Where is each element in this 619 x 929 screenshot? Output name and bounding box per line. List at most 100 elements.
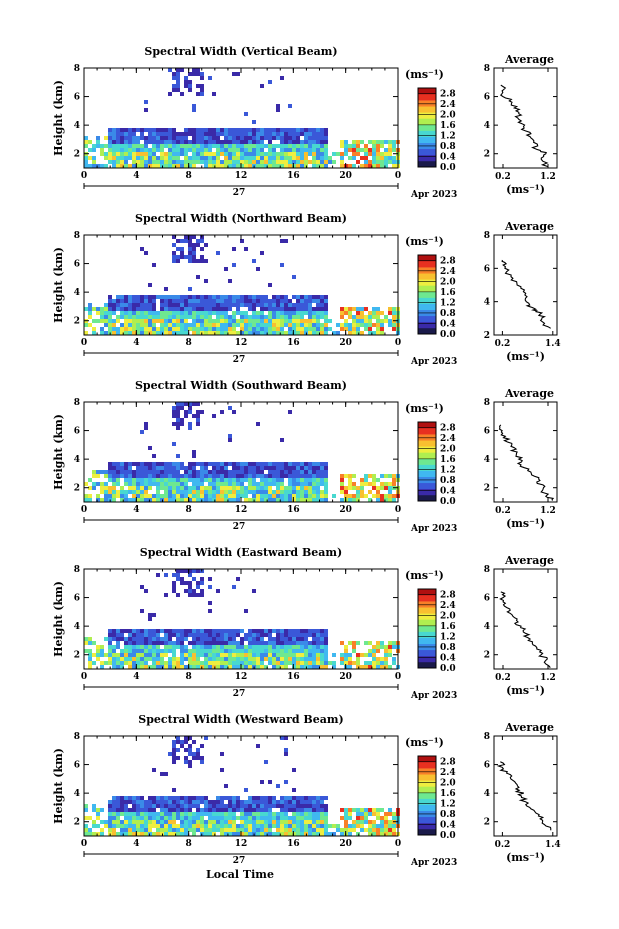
heatmap-cell: [208, 832, 212, 836]
heatmap-cell: [184, 239, 188, 243]
heatmap-cell: [200, 462, 204, 466]
heatmap-cell: [176, 470, 180, 474]
heatmap-cell: [140, 498, 144, 502]
heatmap-cell: [376, 816, 380, 820]
heatmap-cell: [308, 828, 312, 832]
heatmap-cell: [272, 812, 276, 816]
heatmap-cell: [128, 303, 132, 307]
heatmap-cell: [292, 808, 296, 812]
heatmap-cell: [116, 307, 120, 311]
heatmap-cell: [108, 824, 112, 828]
heatmap-cell: [180, 239, 184, 243]
heatmap-cell: [140, 796, 144, 800]
heatmap-cell: [176, 808, 180, 812]
heatmap-cell: [132, 319, 136, 323]
heatmap-cell: [232, 633, 236, 637]
heatmap-cell: [168, 498, 172, 502]
heatmap-cell: [176, 156, 180, 160]
heatmap-cell: [204, 474, 208, 478]
heatmap-cell: [160, 470, 164, 474]
heatmap-cell: [372, 148, 376, 152]
colorbar-segment: [418, 655, 436, 663]
heatmap-cell: [228, 633, 232, 637]
heatmap-cell: [212, 319, 216, 323]
heatmap-cell: [216, 828, 220, 832]
heatmap-cell: [204, 645, 208, 649]
heatmap-cell: [196, 410, 200, 414]
heatmap-cell: [132, 796, 136, 800]
heatmap-cell: [376, 824, 380, 828]
heatmap-cell: [256, 808, 260, 812]
x-tick-label: 8: [186, 171, 192, 181]
heatmap-cell: [152, 494, 156, 498]
avg-y-tick-label: 2: [484, 818, 490, 828]
heatmap-cell: [320, 645, 324, 649]
heatmap-cell: [216, 824, 220, 828]
heatmap-cell: [104, 319, 108, 323]
heatmap-cell: [276, 653, 280, 657]
heatmap-cell: [344, 144, 348, 148]
heatmap-cell: [92, 474, 96, 478]
heatmap-cell: [200, 299, 204, 303]
heatmap-cell: [368, 474, 372, 478]
y-tick-label: 6: [74, 761, 80, 771]
heatmap-cell: [264, 832, 268, 836]
heatmap-cell: [312, 812, 316, 816]
heatmap-cell: [148, 315, 152, 319]
heatmap-cell: [288, 629, 292, 633]
heatmap-cell: [344, 808, 348, 812]
heatmap-cell: [372, 156, 376, 160]
heatmap-cell: [368, 140, 372, 144]
heatmap-cell: [168, 816, 172, 820]
x-tick-label: 20: [339, 171, 352, 181]
heatmap-cell: [220, 410, 224, 414]
heatmap-cell: [116, 796, 120, 800]
heatmap-cell: [236, 498, 240, 502]
heatmap-cell: [388, 474, 392, 478]
heatmap-cell: [276, 104, 280, 108]
heatmap-cell: [156, 828, 160, 832]
heatmap-cell: [312, 832, 316, 836]
heatmap-cell: [140, 816, 144, 820]
heatmap-cell: [360, 653, 364, 657]
heatmap-cell: [120, 637, 124, 641]
heatmap-cell: [380, 816, 384, 820]
heatmap-cell: [180, 295, 184, 299]
heatmap-cell: [288, 144, 292, 148]
heatmap-cell: [204, 490, 208, 494]
heatmap-cell: [324, 303, 328, 307]
heatmap-cell: [140, 657, 144, 661]
heatmap-cell: [304, 800, 308, 804]
heatmap-cell: [240, 152, 244, 156]
heatmap-cell: [248, 478, 252, 482]
heatmap-cell: [232, 470, 236, 474]
heatmap-cell: [376, 140, 380, 144]
heatmap-cell: [316, 327, 320, 331]
heatmap-cell: [224, 470, 228, 474]
heatmap-cell: [172, 136, 176, 140]
heatmap-cell: [272, 478, 276, 482]
heatmap-cell: [116, 637, 120, 641]
heatmap-cell: [300, 140, 304, 144]
heatmap-cell: [380, 661, 384, 665]
heatmap-cell: [228, 148, 232, 152]
heatmap-cell: [84, 136, 88, 140]
heatmap-cell: [224, 148, 228, 152]
heatmap-cell: [220, 474, 224, 478]
heatmap-cell: [144, 100, 148, 104]
heatmap-cell: [204, 243, 208, 247]
heatmap-cell: [156, 629, 160, 633]
heatmap-cell: [188, 653, 192, 657]
heatmap-cell: [96, 319, 100, 323]
heatmap-cell: [192, 104, 196, 108]
heatmap-cell: [184, 76, 188, 80]
heatmap-cell: [212, 633, 216, 637]
heatmap-cell: [124, 132, 128, 136]
heatmap-cell: [160, 808, 164, 812]
heatmap-cell: [240, 494, 244, 498]
heatmap-cell: [172, 478, 176, 482]
heatmap-cell: [296, 327, 300, 331]
avg-y-tick-label: 6: [484, 264, 490, 274]
heatmap-cell: [112, 327, 116, 331]
colorbar-segment: [418, 100, 436, 107]
